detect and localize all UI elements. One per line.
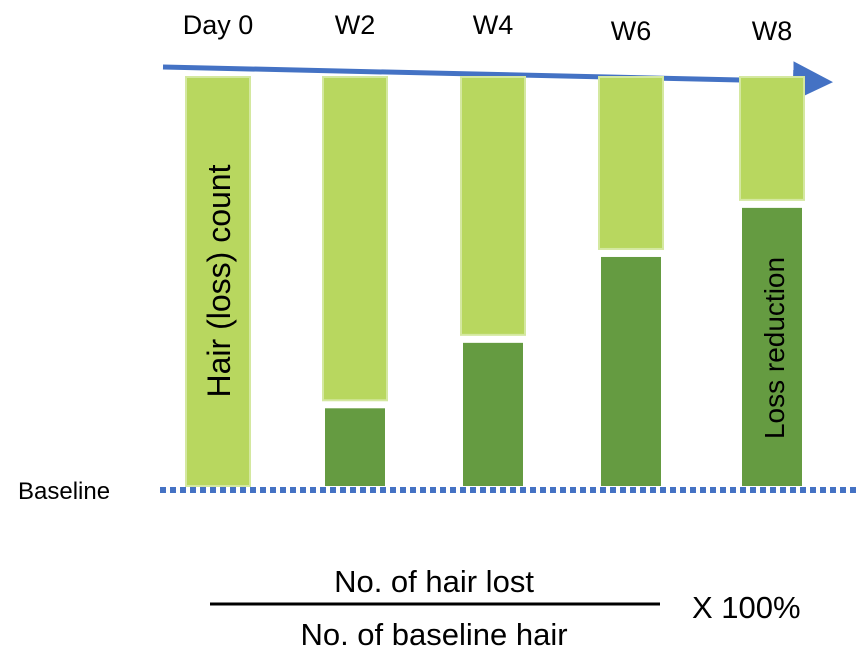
hair-loss-count-label: Hair (loss) count: [201, 164, 237, 397]
column-label: W8: [752, 16, 793, 46]
column-labels: Day 0 W2 W4 W6 W8: [183, 10, 793, 46]
hair-count-bar: [598, 76, 664, 250]
column-label: Day 0: [183, 10, 254, 40]
hair-count-bar: [739, 76, 805, 201]
hair-count-bar: [185, 76, 251, 487]
hair-lost-bar: [742, 207, 802, 486]
hair-lost-bar: [463, 342, 523, 486]
hair-lost-bar: [601, 256, 661, 486]
hair-count-bar: [460, 76, 526, 336]
loss-reduction-label: Loss reduction: [759, 257, 790, 439]
timeline-arrow: [162, 61, 833, 102]
bars: [185, 76, 805, 487]
hair-lost-bar: [325, 408, 385, 486]
column-label: W2: [335, 10, 376, 40]
baseline-label: Baseline: [18, 478, 110, 505]
formula-denominator: No. of baseline hair: [300, 617, 567, 652]
formula-numerator: No. of hair lost: [334, 564, 534, 599]
column-label: W6: [611, 16, 652, 46]
hair-count-bar: [322, 76, 388, 402]
column-label: W4: [473, 10, 514, 40]
formula-multiplier: X 100%: [692, 590, 801, 625]
